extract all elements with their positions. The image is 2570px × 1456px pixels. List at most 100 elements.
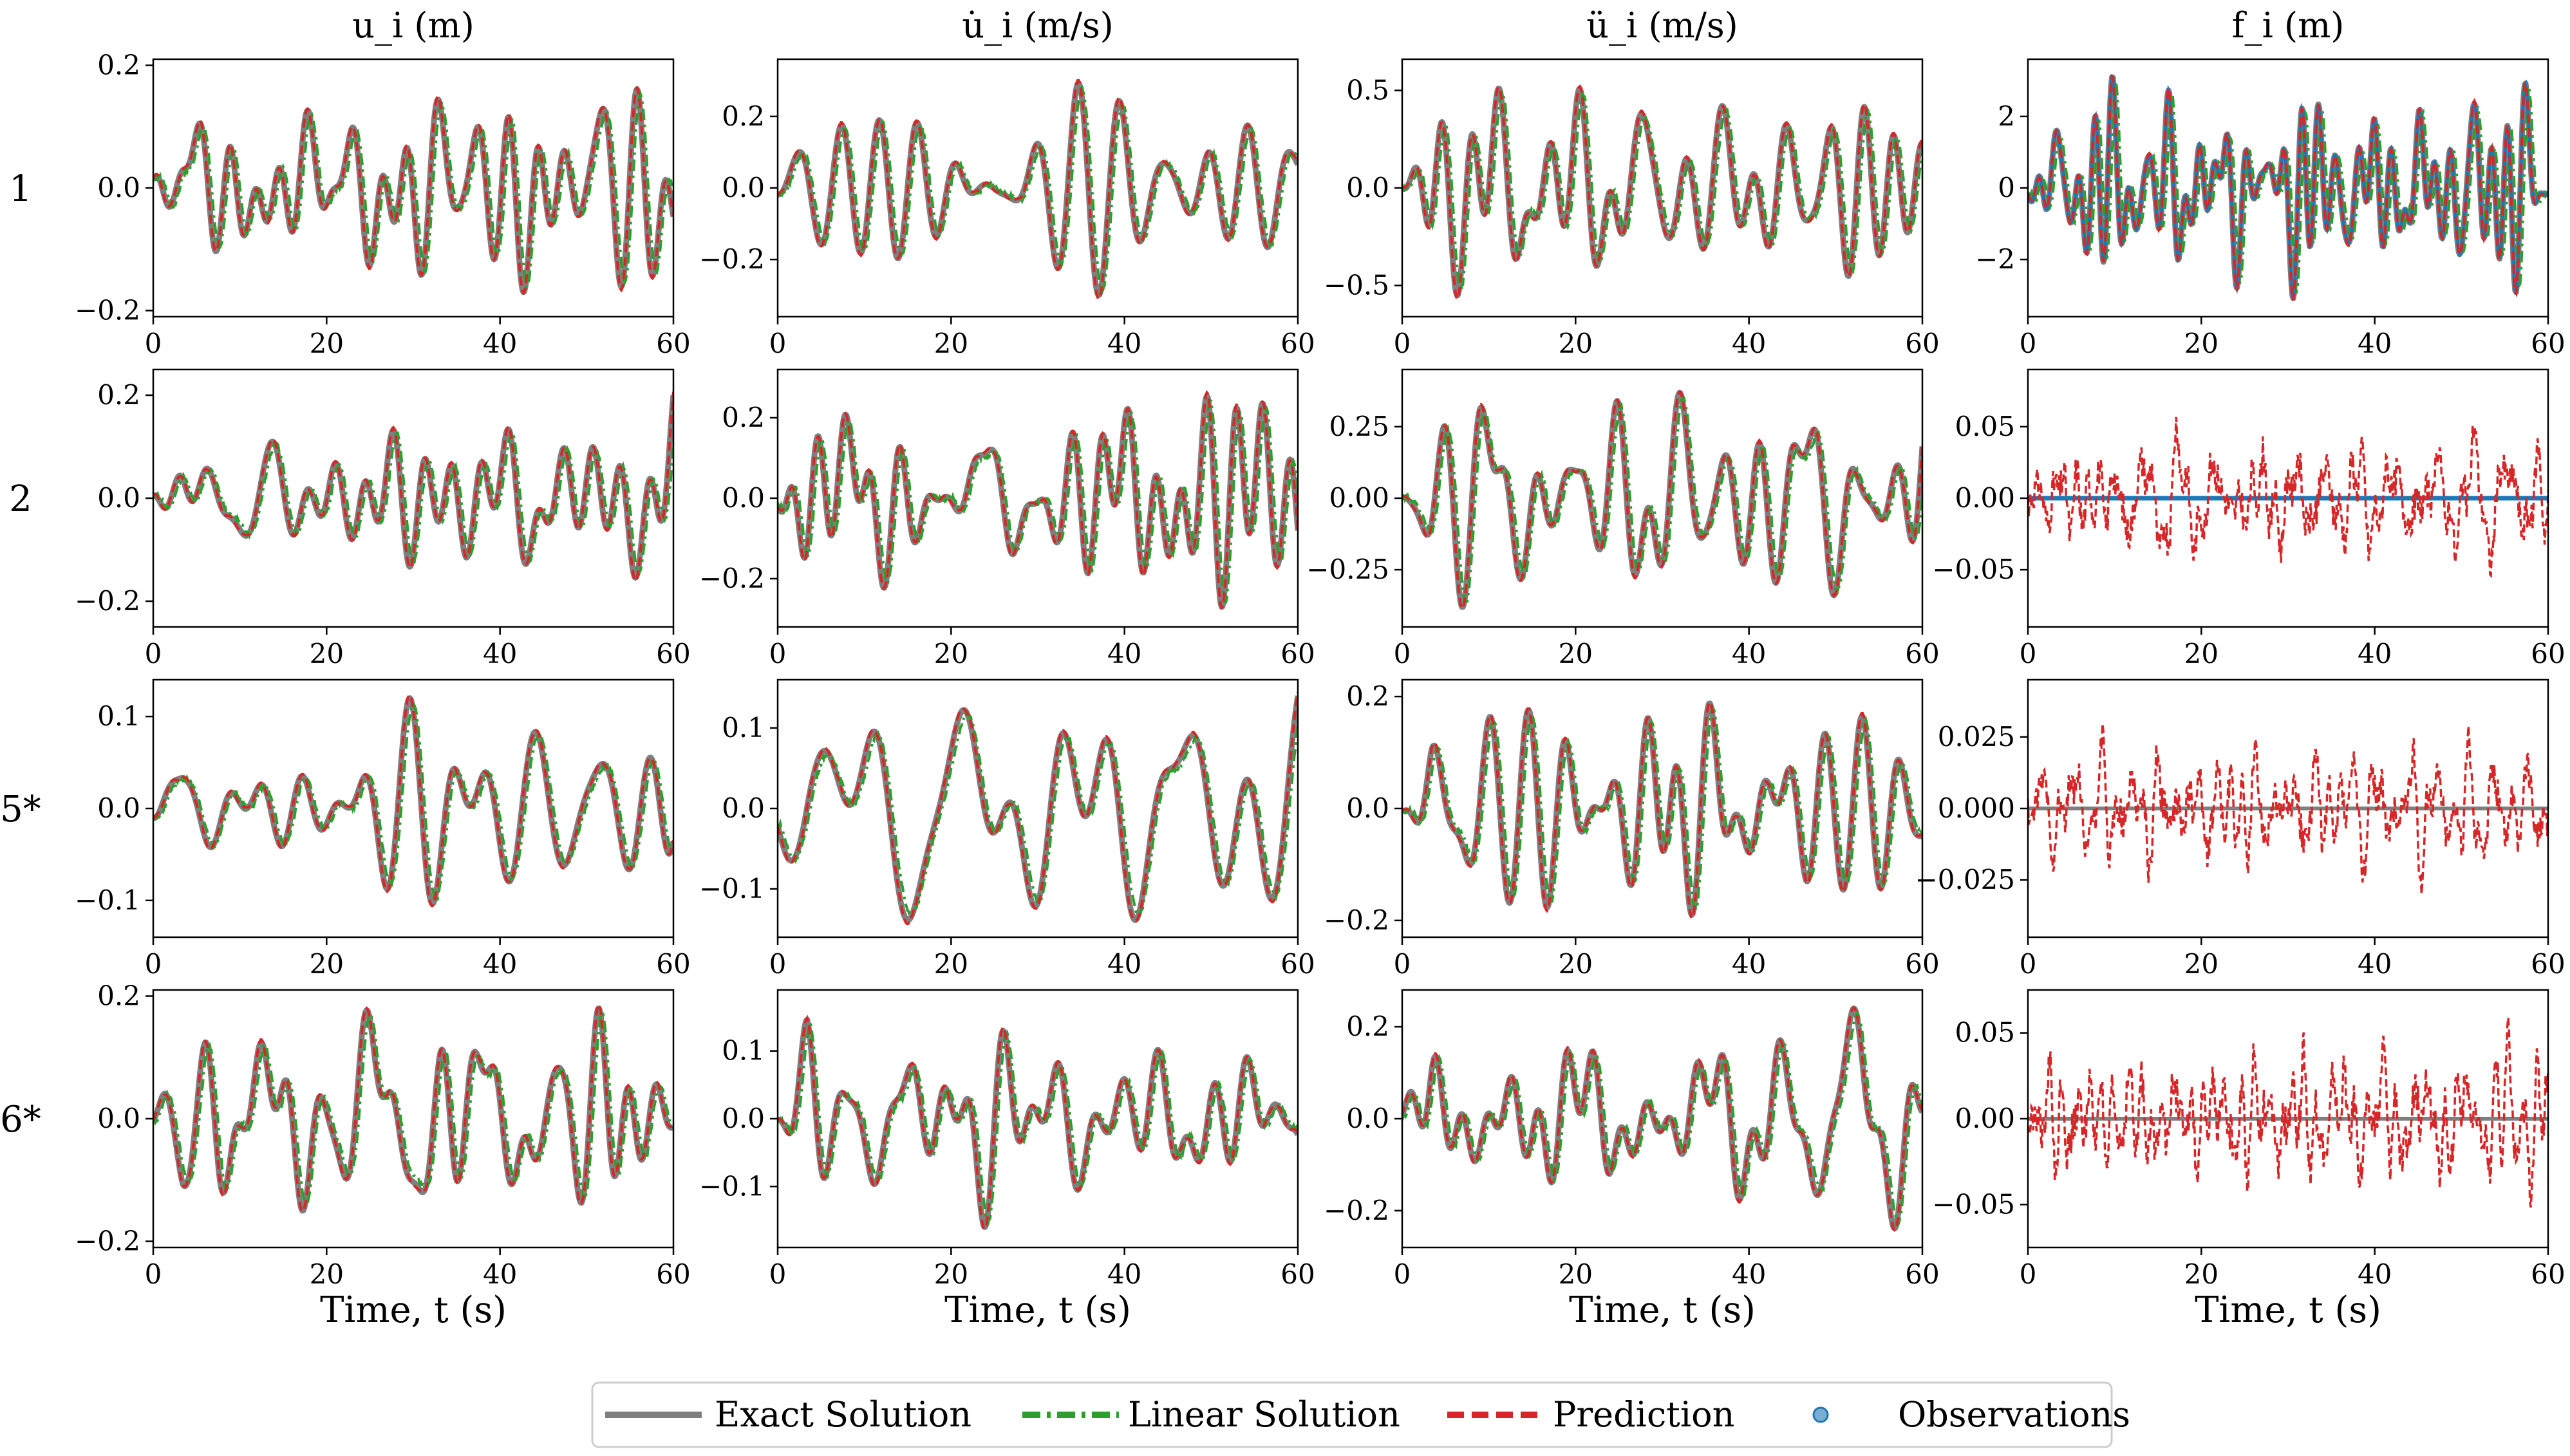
y-tick-label: 0.0 <box>97 792 140 824</box>
x-axis-label: Time, t (s) <box>944 1289 1131 1331</box>
y-tick-label: 0.2 <box>1346 1011 1389 1042</box>
x-tick-label: 20 <box>934 948 968 980</box>
row-label: 1 <box>9 168 32 210</box>
row-labels: 1 2 5* 6* <box>0 168 41 1141</box>
axes-frame <box>1401 989 1924 1249</box>
x-tick-label: 60 <box>1905 638 1939 669</box>
series-prediction <box>153 391 673 583</box>
subplot-grid: 0 20 40 60−0.20.00.20 20 40 60−0.20.00.20 20 40 6… <box>75 50 2565 1290</box>
x-tick-label: 60 <box>1280 328 1315 359</box>
series-linear-solution <box>153 1010 673 1211</box>
series-prediction <box>778 691 1298 926</box>
y-tick-label: −0.2 <box>1324 1195 1389 1226</box>
y-tick-label: −0.2 <box>75 585 140 617</box>
legend-label: Prediction <box>1553 1394 1734 1435</box>
y-tick-label: 0.0 <box>722 1103 765 1134</box>
y-tick-label: 0.0 <box>97 1103 140 1134</box>
series-exact-solution <box>778 1016 1298 1230</box>
column-title: f_i (m) <box>2232 5 2345 46</box>
x-tick-label: 20 <box>310 948 344 980</box>
x-tick-label: 40 <box>1107 1258 1141 1290</box>
x-tick-label: 40 <box>483 1258 517 1290</box>
x-tick-label: 0 <box>145 328 162 359</box>
row-label: 2 <box>9 478 32 520</box>
y-tick-label: 0.1 <box>722 712 765 743</box>
y-tick-label: 0.5 <box>1346 74 1389 106</box>
y-tick-label: −0.05 <box>1932 1188 2015 1220</box>
y-tick-label: 0.05 <box>1955 1017 2015 1049</box>
x-tick-label: 20 <box>934 1258 968 1290</box>
subplot-r6*-c3: 0 20 40 60 −0.2 0.0 0.2 <box>1324 989 1940 1290</box>
plot-area <box>1402 1005 1922 1232</box>
x-tick-label: 60 <box>1905 1258 1939 1290</box>
plot-area <box>153 694 673 908</box>
subplot-r6*-c2: 0 20 40 60 −0.1 0.0 0.1 <box>699 989 1315 1290</box>
series-prediction <box>153 694 673 908</box>
series-prediction <box>2028 73 2548 301</box>
y-tick-label: −2 <box>1975 243 2015 275</box>
series-prediction <box>778 1014 1298 1230</box>
series-prediction <box>153 1002 673 1213</box>
x-tick-label: 40 <box>2358 328 2392 359</box>
series-linear-solution <box>1402 89 1922 293</box>
row-label: 5* <box>0 789 41 830</box>
y-tick-label: 0.0 <box>722 482 765 514</box>
x-tick-label: 60 <box>656 948 690 980</box>
y-tick-label: 0 <box>1998 172 2015 203</box>
plot-area <box>1402 700 1922 920</box>
subplot-r1-c4: 0 20 40 60 −2 0 2 <box>1975 58 2565 359</box>
x-tick-label: 0 <box>769 638 787 669</box>
y-tick-label: 0.0 <box>722 792 765 824</box>
x-tick-label: 40 <box>1732 328 1766 359</box>
x-tick-label: 0 <box>145 638 162 669</box>
y-tick-label: 0.05 <box>1955 411 2015 442</box>
series-prediction <box>1402 1006 1922 1232</box>
y-tick-label: 0.0 <box>97 172 140 203</box>
x-tick-label: 40 <box>1107 638 1141 669</box>
y-tick-label: 0.2 <box>1346 680 1389 712</box>
y-tick-label: 0.0 <box>1346 792 1389 824</box>
series-prediction <box>1402 84 1922 301</box>
x-axis-label: Time, t (s) <box>320 1289 507 1331</box>
series-linear-solution <box>1402 704 1922 914</box>
x-tick-label: 60 <box>1280 1258 1315 1290</box>
x-tick-label: 60 <box>1905 328 1939 359</box>
row-label: 6* <box>0 1099 41 1141</box>
series-prediction <box>778 389 1298 610</box>
y-tick-label: 0.000 <box>1938 792 2015 824</box>
legend-item: Prediction <box>1447 1394 1734 1435</box>
x-tick-label: 0 <box>769 948 787 980</box>
x-tick-label: 0 <box>1394 328 1411 359</box>
legend-item: Exact Solution <box>605 1394 971 1435</box>
subplot-r5*-c4: 0 20 40 60 −0.025 0.000 0.025 <box>1915 678 2565 980</box>
x-tick-label: 20 <box>1559 948 1593 980</box>
x-tick-label: 40 <box>1732 948 1766 980</box>
x-tick-label: 0 <box>1394 948 1411 980</box>
x-tick-label: 20 <box>1559 328 1593 359</box>
series-exact-solution <box>1402 700 1922 918</box>
plot-area <box>778 691 1298 926</box>
y-tick-label: 0.1 <box>97 700 140 732</box>
series-prediction <box>153 86 673 295</box>
y-tick-label: −0.25 <box>1306 554 1389 585</box>
legend-box <box>591 1381 2113 1448</box>
plot-area <box>153 1002 673 1214</box>
x-tick-label: 0 <box>145 948 162 980</box>
y-tick-label: 0.2 <box>97 379 140 411</box>
x-tick-label: 40 <box>483 948 517 980</box>
x-tick-label: 60 <box>656 328 690 359</box>
column-title: ü_i (m/s) <box>1586 5 1738 46</box>
x-tick-label: 60 <box>2531 638 2565 669</box>
y-tick-label: 0.0 <box>722 172 765 203</box>
plot-area <box>153 86 673 295</box>
x-tick-label: 20 <box>310 638 344 669</box>
subplot-r6*-c4: 0 20 40 60 −0.05 0.00 0.05 <box>1932 989 2565 1290</box>
series-exact-solution <box>153 695 673 907</box>
x-tick-label: 20 <box>934 328 968 359</box>
y-tick-label: −0.1 <box>699 873 765 904</box>
plot-area <box>778 1014 1298 1230</box>
subplot-r5*-c1: 0 20 40 60 −0.1 0.0 0.1 <box>75 678 691 980</box>
legend-label: Exact Solution <box>715 1394 971 1435</box>
x-tick-label: 0 <box>769 1258 787 1290</box>
x-tick-label: 0 <box>1394 1258 1411 1290</box>
